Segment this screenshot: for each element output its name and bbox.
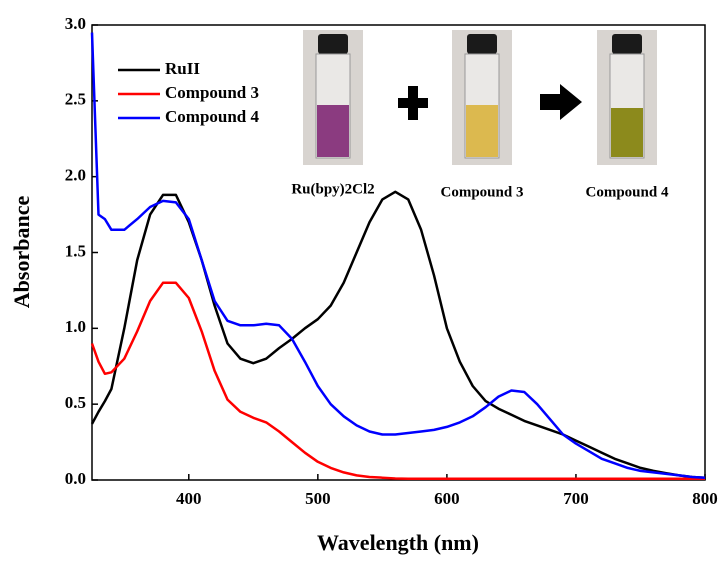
legend-label: Compound 4	[165, 107, 260, 126]
x-tick-label: 400	[176, 489, 202, 508]
y-tick-label: 0.0	[65, 469, 86, 488]
vial	[452, 30, 512, 165]
vial	[303, 30, 363, 165]
y-tick-label: 1.0	[65, 317, 86, 336]
arrow	[540, 84, 582, 120]
vial-images	[303, 30, 657, 165]
y-axis-title: Absorbance	[9, 196, 34, 309]
x-tick-label: 800	[692, 489, 718, 508]
x-tick-label: 700	[563, 489, 589, 508]
plus-sign	[398, 86, 428, 120]
vial	[597, 30, 657, 165]
data-line	[90, 190, 706, 479]
data-line	[90, 281, 705, 481]
y-tick-label: 2.0	[65, 166, 86, 185]
y-tick-label: 0.5	[65, 393, 86, 412]
y-tick-label: 2.5	[65, 90, 86, 109]
x-tick-label: 500	[305, 489, 331, 508]
legend-label: RuII	[165, 59, 200, 78]
y-tick-label: 3.0	[65, 14, 86, 33]
y-tick-label: 1.5	[65, 241, 86, 260]
vial-label: Ru(bpy)2Cl2	[291, 181, 374, 197]
data-line	[90, 32, 706, 479]
x-axis-title: Wavelength (nm)	[317, 530, 479, 555]
vial-label: Compound 3	[441, 184, 524, 200]
legend-label: Compound 3	[165, 83, 259, 102]
vial-label: Compound 4	[586, 184, 669, 200]
x-tick-label: 600	[434, 489, 460, 508]
